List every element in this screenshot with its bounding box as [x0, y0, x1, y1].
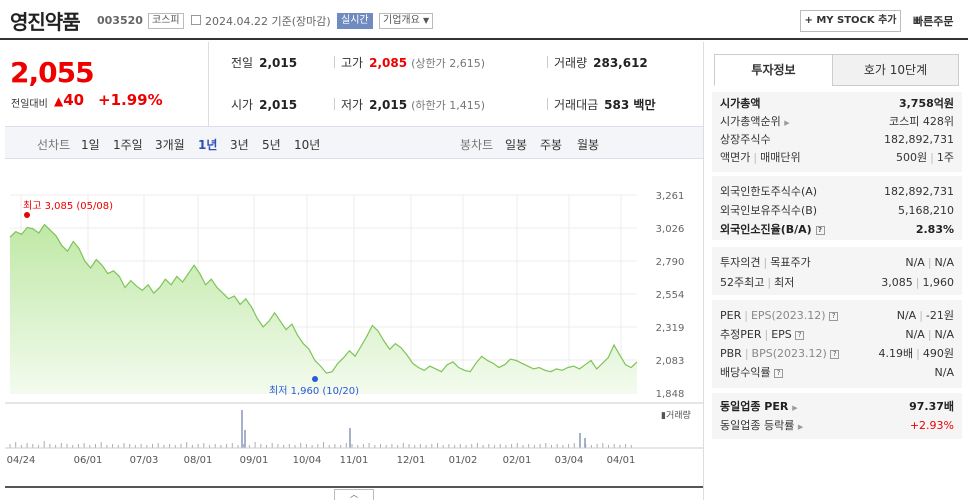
stat-prev: 전일 2,015: [231, 56, 298, 70]
chevron-right-icon: ▶: [784, 119, 790, 127]
x-tick-label: 06/01: [74, 455, 103, 466]
company-name: 영진약품: [10, 10, 81, 34]
up-arrow-icon: ▲: [54, 94, 64, 108]
chevron-down-icon: ▼: [423, 16, 430, 25]
x-tick-label: 09/01: [240, 455, 269, 466]
price-chart: 3,261 3,026 2,790 2,554 2,319 2,083 1,848 최고 3,…: [5, 160, 703, 500]
candle-monthly[interactable]: 월봉: [577, 138, 600, 152]
base-date: 2024.04.22 기준(장마감): [205, 15, 331, 28]
info-row-par-unit: 액면가 | 매매단위 500원 | 1주: [720, 151, 954, 164]
quick-order-button[interactable]: 빠른주문: [913, 15, 954, 28]
candle-weekly[interactable]: 주봉: [540, 138, 563, 152]
price-area: [10, 224, 637, 393]
y-tick-label: 2,554: [656, 290, 685, 301]
period-1y[interactable]: 1년: [198, 138, 218, 152]
price-box: 2,055 전일대비 ▲40 +1.99%: [5, 42, 208, 126]
x-tick-label: 11/01: [340, 455, 369, 466]
change-value: ▲40: [54, 91, 85, 109]
y-tick-label: 2,319: [656, 323, 685, 334]
help-icon[interactable]: ?: [830, 349, 840, 359]
company-overview-button[interactable]: 기업개요 ▼: [379, 13, 434, 29]
period-1w[interactable]: 1주일: [113, 138, 143, 152]
info-row-mcap-rank: 시가총액순위 ▶ 코스피 428위: [720, 115, 954, 128]
y-tick-label: 2,083: [656, 356, 685, 367]
info-row-pbr-bps: PBR | BPS(2023.12) ? 4.19배 | 490원: [720, 347, 954, 360]
info-group-opinion: 투자의견 | 목표주가 N/A | N/A 52주최고 | 최저 3,085 | 1,960: [712, 247, 962, 295]
x-tick-label: 08/01: [184, 455, 213, 466]
period-1d[interactable]: 1일: [81, 138, 100, 152]
stat-amount: 거래대금 583 백만: [554, 98, 656, 112]
info-group-sector: 동일업종 PER ▶ 97.37배 동일업종 등락률 ▶ +2.93%: [712, 393, 962, 439]
info-group-foreign: 외국인한도주식수(A) 182,892,731 외국인보유주식수(B) 5,168,…: [712, 176, 962, 240]
y-tick-label: 3,026: [656, 224, 685, 235]
stat-low: 저가 2,015 (하한가 1,415): [341, 98, 485, 112]
volume-legend: ▮거래량: [661, 409, 691, 421]
x-tick-label: 07/03: [130, 455, 159, 466]
stock-header: 영진약품 003520 코스피 2024.04.22 기준(장마감) 실시간 기…: [0, 0, 968, 40]
price-line: [9, 223, 638, 374]
period-3y[interactable]: 3년: [230, 138, 249, 152]
info-group-valuation: PER | EPS(2023.12) ? N/A | -21원 추정PER | EPS ? N/…: [712, 300, 962, 388]
y-tick-label: 3,261: [656, 191, 685, 202]
y-tick-label: 1,848: [656, 389, 685, 400]
x-tick-label: 01/02: [449, 455, 478, 466]
info-row-per-eps: PER | EPS(2023.12) ? N/A | -21원: [720, 309, 954, 322]
x-tick-label: 12/01: [397, 455, 426, 466]
info-row-dividend: 배당수익률 ? N/A: [720, 366, 954, 379]
low-marker: [312, 376, 318, 382]
high-marker: [24, 212, 30, 218]
low-annotation: 최저 1,960 (10/20): [269, 385, 359, 397]
candle-chart-label: 봉차트: [460, 138, 494, 152]
period-3m[interactable]: 3개월: [155, 138, 185, 152]
stat-open: 시가 2,015: [231, 98, 298, 112]
price-chart-svg: 3,261 3,026 2,790 2,554 2,319 2,083 1,848 최고 3,…: [5, 191, 703, 488]
x-tick-label: 03/04: [555, 455, 584, 466]
info-row-sector-change: 동일업종 등락률 ▶ +2.93%: [720, 419, 954, 432]
price-stats: 전일 2,015 고가 2,085 (상한가 2,615) 거래량 283,612 시가…: [208, 42, 703, 126]
info-row-sector-per: 동일업종 PER ▶ 97.37배: [720, 400, 954, 413]
info-row-market-cap: 시가총액 3,758억원: [720, 97, 954, 110]
x-tick-label: 02/01: [503, 455, 532, 466]
period-5y[interactable]: 5년: [262, 138, 281, 152]
period-10y[interactable]: 10년: [294, 138, 321, 152]
add-mystock-button[interactable]: + MY STOCK 추가: [800, 10, 901, 32]
realtime-button[interactable]: 실시간: [337, 13, 373, 29]
stat-volume: 거래량 283,612: [554, 56, 648, 70]
change-percent: +1.99%: [98, 91, 163, 109]
info-row-52week: 52주최고 | 최저 3,085 | 1,960: [720, 276, 954, 289]
y-tick-label: 2,790: [656, 257, 685, 268]
collapse-chart-button[interactable]: ︿: [334, 489, 374, 500]
help-icon[interactable]: ?: [829, 311, 839, 321]
current-price: 2,055: [10, 56, 95, 89]
info-row-foreign-ratio: 외국인소진율(B/A) ? 2.83%: [720, 223, 954, 236]
chevron-right-icon: ▶: [792, 404, 798, 412]
chevron-right-icon: ▶: [797, 423, 804, 431]
help-icon[interactable]: ?: [795, 330, 805, 340]
line-chart-label: 선차트: [37, 138, 71, 152]
tab-orderbook[interactable]: 호가 10단계: [832, 54, 959, 86]
help-icon[interactable]: ?: [815, 225, 825, 235]
x-tick-label: 04/24: [7, 455, 36, 466]
help-icon[interactable]: ?: [774, 368, 784, 378]
stock-code: 003520: [97, 14, 143, 27]
info-row-opinion: 투자의견 | 목표주가 N/A | N/A: [720, 256, 954, 269]
market-badge: 코스피: [148, 13, 184, 29]
change-label: 전일대비: [11, 99, 48, 110]
chevron-up-icon: ︿: [350, 490, 358, 499]
high-annotation: 최고 3,085 (05/08): [23, 200, 113, 212]
info-row-shares: 상장주식수 182,892,731: [720, 133, 954, 146]
invest-info-panel: 투자정보 호가 10단계 시가총액 3,758억원 시가총액순위 ▶ 코스피 428…: [703, 42, 968, 500]
x-tick-label: 10/04: [293, 455, 322, 466]
candle-daily[interactable]: 일봉: [505, 138, 528, 152]
x-tick-label: 04/01: [607, 455, 636, 466]
info-row-foreign-hold: 외국인보유주식수(B) 5,168,210: [720, 204, 954, 217]
period-selector: 선차트 1일 1주일 3개월 1년 3년 5년 10년 봉차트 일봉 주봉 월봉: [5, 126, 703, 159]
info-row-est-per: 추정PER | EPS ? N/A | N/A: [720, 328, 954, 341]
info-group-market-cap: 시가총액 3,758억원 시가총액순위 ▶ 코스피 428위 상장주식수 182,89…: [712, 92, 962, 172]
calendar-icon: [191, 15, 201, 25]
info-row-foreign-limit: 외국인한도주식수(A) 182,892,731: [720, 185, 954, 198]
stat-high: 고가 2,085 (상한가 2,615): [341, 56, 485, 70]
tab-invest-info[interactable]: 투자정보: [714, 54, 833, 86]
